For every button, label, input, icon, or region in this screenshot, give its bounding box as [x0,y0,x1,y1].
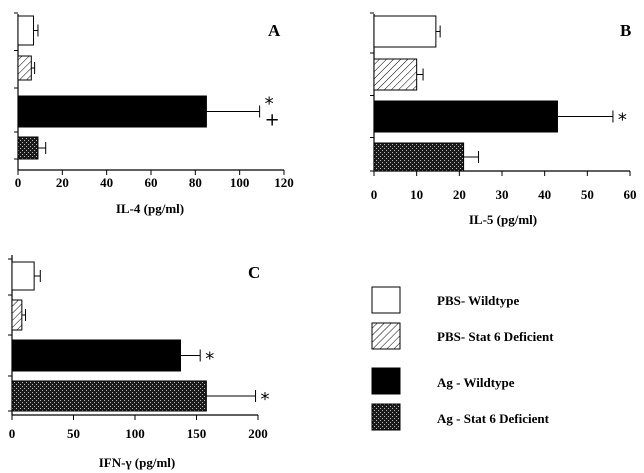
panel-c-x-tick-label: 150 [187,426,207,441]
panel-a-x-tick-label: 40 [100,175,113,190]
panel-a-x-tick-label: 120 [274,175,294,190]
panel-a-x-tick-label: 60 [145,175,158,190]
panel-c-plot: 0 50 100 150 200 * * [8,255,270,441]
panel-c-significance-mark: * [261,389,270,410]
panel-c-x-tick-label: 0 [9,426,16,441]
legend-label-pbs-stat6: PBS- Stat 6 Deficient [437,329,554,344]
panel-c-x-tick-label: 200 [248,426,268,441]
panel-a-letter: A [268,21,281,40]
panel-b-x-tick-label: 40 [538,187,551,202]
panel-a-x-tick-label: 0 [15,175,22,190]
legend-label-pbs-wildtype: PBS- Wildtype [437,293,519,308]
panel-a-xlabel: IL-4 (pg/ml) [116,201,184,216]
legend-swatch-pbs-wildtype [371,286,401,314]
panel-b-bar [373,100,558,133]
legend: PBS- Wildtype PBS- Stat 6 Deficient Ag -… [371,286,554,431]
panel-b-x-tick-label: 0 [371,187,378,202]
legend-label-ag-wildtype: Ag - Wildtype [437,375,515,390]
panel-a-significance-mark: * [265,94,274,115]
panel-b-xlabel: IL-5 (pg/ml) [469,212,537,227]
panel-c-bar [11,261,35,291]
panel-a-bar [17,15,35,46]
panel-a-bar [17,136,39,160]
panel-c-bar [11,299,23,331]
panel-c-x-tick-label: 50 [67,426,80,441]
panel-c-significance-mark: * [205,349,214,370]
panel-b-bar [373,142,465,172]
panel-b-bar [373,58,418,91]
legend-swatch-ag-stat6 [371,403,401,431]
panel-b-x-tick-label: 50 [581,187,594,202]
panel-b-x-tick-label: 30 [496,187,509,202]
panel-b-x-tick-label: 60 [624,187,637,202]
panel-b-letter: B [620,21,631,40]
panel-c-xlabel: IFN-γ (pg/ml) [99,455,176,470]
panel-a-bar [17,95,207,128]
panel-b-bar [373,15,437,48]
panel-a-plot: 0 20 40 60 80 100 120 *+ [14,12,294,190]
panel-b-plot: 0 10 20 30 40 50 60 * [370,12,637,202]
panel-a-significance-mark: + [265,110,280,131]
panel-c-x-tick-label: 100 [125,426,145,441]
panel-c: 0 50 100 150 200 * * C IFN-γ (pg/ml) [8,255,270,470]
panel-b: 0 10 20 30 40 50 60 * B IL-5 (pg/ml) [370,12,637,227]
panel-a: 0 20 40 60 80 100 120 *+ A IL-4 (pg/ml) [14,12,294,216]
panel-b-significance-mark: * [618,110,627,131]
panel-a-x-tick-label: 20 [56,175,69,190]
legend-label-ag-stat6: Ag - Stat 6 Deficient [437,411,550,426]
panel-c-letter: C [248,263,260,282]
legend-swatch-pbs-stat6 [371,322,401,350]
legend-swatch-ag-wildtype [371,367,401,395]
panel-a-x-tick-label: 80 [189,175,202,190]
panel-b-x-tick-label: 20 [453,187,466,202]
panel-a-bar [17,55,32,81]
panel-c-bar [11,339,182,372]
panel-a-x-tick-label: 100 [230,175,250,190]
panel-b-x-tick-label: 10 [410,187,423,202]
panel-c-bar [11,380,207,412]
